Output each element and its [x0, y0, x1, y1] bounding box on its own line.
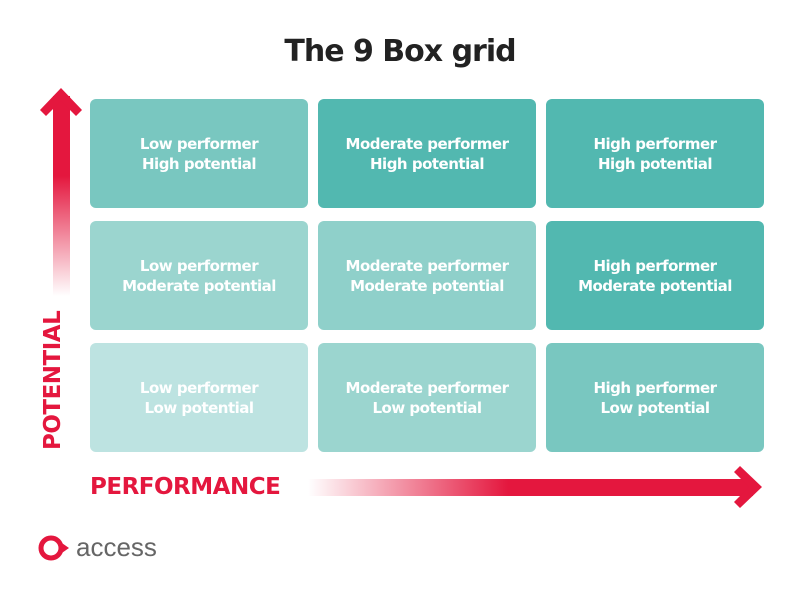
access-logo: access [38, 532, 157, 563]
cell-line1: Low performer [139, 134, 259, 153]
page-title: The 9 Box grid [284, 34, 516, 69]
cell-line1: Low performer [139, 256, 259, 275]
cell-line2: Moderate potential [578, 276, 732, 295]
performance-arrow [308, 466, 762, 508]
grid-cell: High performer High potential [546, 99, 764, 208]
cell-line2: High potential [370, 154, 484, 173]
potential-arrow [40, 88, 82, 296]
grid-cell: Low performer High potential [90, 99, 308, 208]
potential-axis-label: POTENTIAL [40, 310, 66, 450]
grid-cell: High performer Moderate potential [546, 221, 764, 330]
cell-line2: Low potential [600, 398, 710, 417]
cell-line2: Moderate potential [122, 276, 276, 295]
logo-text: access [76, 532, 157, 562]
cell-line2: Low potential [372, 398, 482, 417]
cell-line1: High performer [593, 256, 717, 275]
cell-line1: Moderate performer [345, 256, 509, 275]
grid-cell: Moderate performer High potential [318, 99, 536, 208]
access-logo-icon [38, 535, 69, 560]
cell-line2: Moderate potential [350, 276, 504, 295]
performance-axis-label: PERFORMANCE [90, 474, 281, 500]
cell-line1: High performer [593, 378, 717, 397]
cell-line2: High potential [598, 154, 712, 173]
cell-line1: Moderate performer [345, 378, 509, 397]
grid-cell: Moderate performer Moderate potential [318, 221, 536, 330]
grid-cell: Low performer Low potential [90, 343, 308, 452]
cell-line2: High potential [142, 154, 256, 173]
cell-line2: Low potential [144, 398, 254, 417]
cell-line1: High performer [593, 134, 717, 153]
cell-line1: Low performer [139, 378, 259, 397]
grid-cell: High performer Low potential [546, 343, 764, 452]
grid-cell: Moderate performer Low potential [318, 343, 536, 452]
grid-cell: Low performer Moderate potential [90, 221, 308, 330]
cell-line1: Moderate performer [345, 134, 509, 153]
